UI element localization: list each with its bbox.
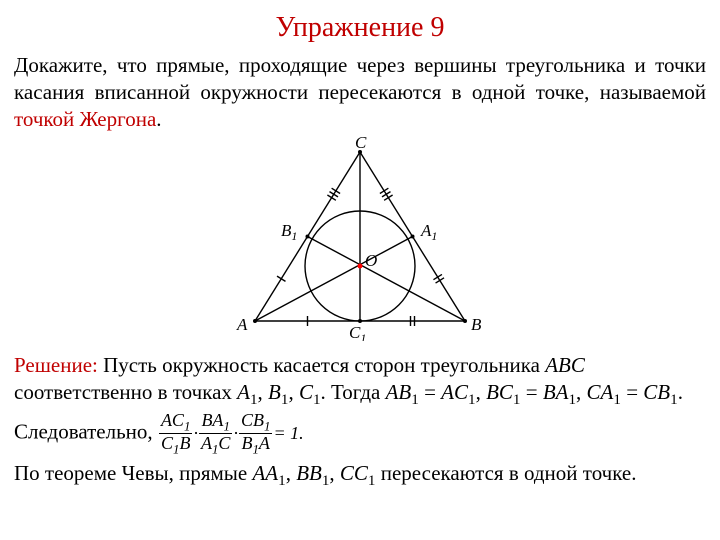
triangle-figure: A B C A1 B1 C1 O [14,136,706,348]
title-text: Упражнение 9 [276,12,445,43]
svg-text:C1: C1 [349,323,366,341]
solution-block: Решение: Пусть окружность касается сторо… [14,352,706,491]
fraction-3: CB1B1A [239,411,273,456]
svg-text:B1: B1 [281,221,297,243]
svg-text:O: O [365,251,377,270]
solution-p1: Решение: Пусть окружность касается сторо… [14,352,706,456]
solution-label: Решение: [14,353,98,377]
problem-statement: Докажите, что прямые, проходящие через в… [14,52,706,133]
problem-pre: Докажите, что прямые, проходящие через в… [14,53,706,104]
fraction-2: BA1A1C [199,411,233,456]
svg-text:B: B [471,315,482,334]
problem-post: . [156,107,161,131]
solution-p2: По теореме Чевы, прямые AA1, BB1, CC1 пе… [14,460,706,492]
svg-text:C: C [355,136,367,152]
gergonne-term: точкой Жергона [14,107,156,131]
svg-text:A1: A1 [420,221,437,243]
svg-text:A: A [236,315,248,334]
exercise-title: Упражнение 9 [14,10,706,46]
fraction-1: AC1C1B [159,411,193,456]
